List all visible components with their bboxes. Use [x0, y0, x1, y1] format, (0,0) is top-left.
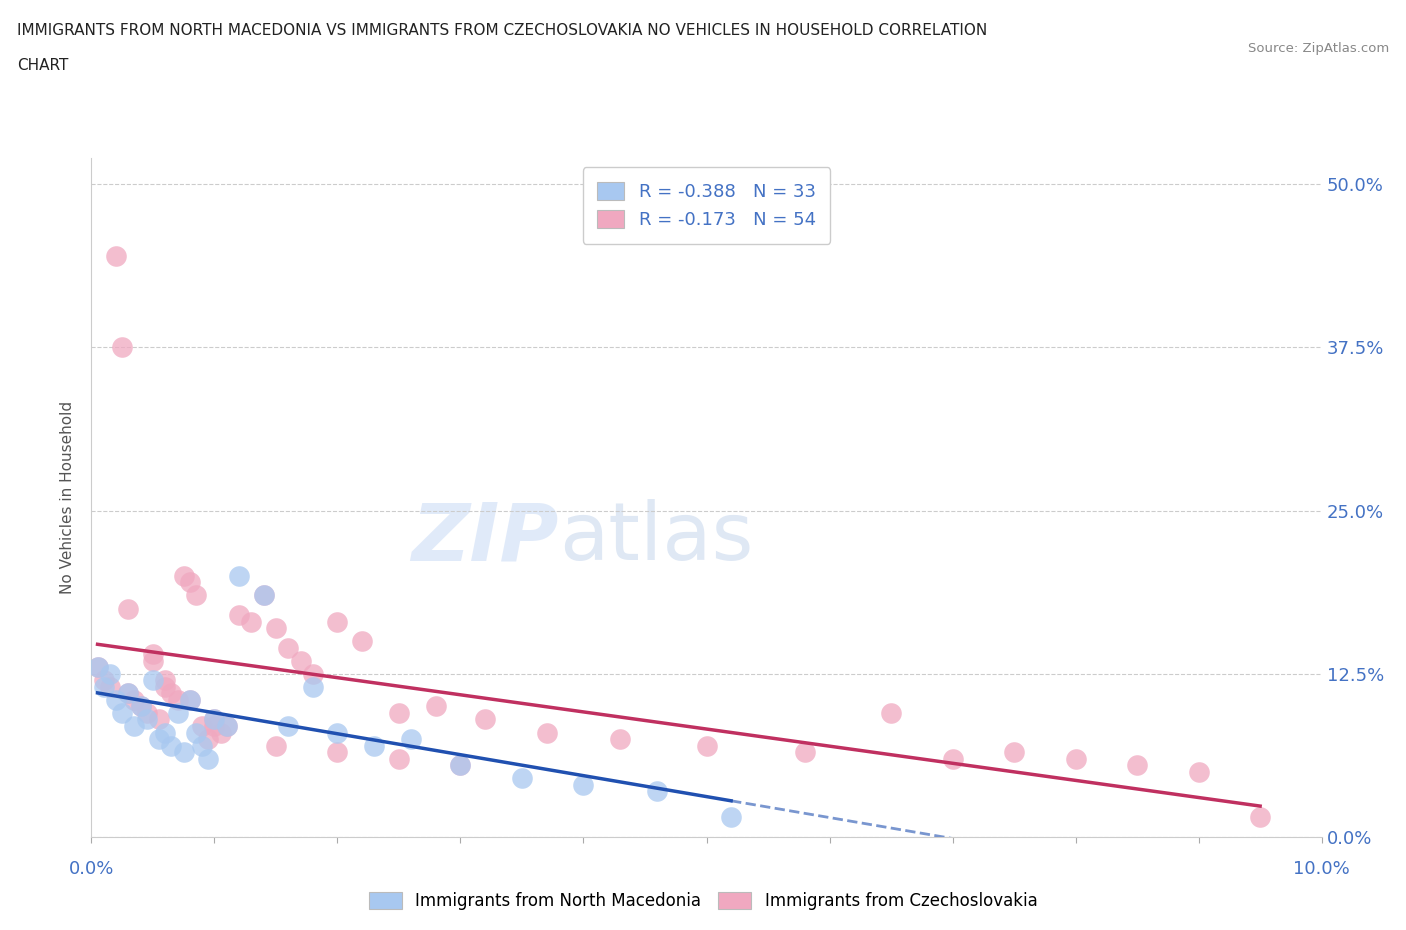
Y-axis label: No Vehicles in Household: No Vehicles in Household	[60, 401, 76, 594]
Point	[202, 712, 225, 727]
Point	[228, 607, 250, 622]
Point	[252, 588, 274, 603]
Point	[179, 693, 201, 708]
Point	[124, 693, 146, 708]
Point	[142, 646, 165, 661]
Point	[1126, 758, 1149, 773]
Point	[572, 777, 595, 792]
Point	[129, 699, 152, 714]
Point	[215, 719, 238, 734]
Point	[93, 680, 115, 695]
Point	[166, 693, 188, 708]
Point	[277, 640, 299, 655]
Point	[277, 719, 299, 734]
Point	[536, 725, 558, 740]
Point	[425, 699, 447, 714]
Point	[695, 738, 717, 753]
Point	[111, 340, 134, 355]
Point	[474, 712, 496, 727]
Point	[197, 751, 219, 766]
Text: Source: ZipAtlas.com: Source: ZipAtlas.com	[1249, 42, 1389, 55]
Point	[388, 751, 411, 766]
Point	[98, 680, 121, 695]
Point	[166, 706, 188, 721]
Point	[449, 758, 471, 773]
Point	[153, 725, 177, 740]
Text: atlas: atlas	[558, 499, 754, 578]
Point	[153, 673, 177, 688]
Point	[228, 568, 250, 583]
Point	[215, 719, 238, 734]
Point	[184, 725, 207, 740]
Point	[191, 719, 214, 734]
Point	[352, 633, 374, 648]
Point	[135, 706, 157, 721]
Point	[609, 732, 631, 747]
Point	[209, 725, 232, 740]
Point	[363, 738, 385, 753]
Point	[301, 680, 323, 695]
Point	[326, 725, 349, 740]
Point	[86, 660, 108, 675]
Point	[148, 712, 170, 727]
Point	[252, 588, 274, 603]
Text: 0.0%: 0.0%	[69, 860, 114, 878]
Point	[173, 745, 195, 760]
Point	[290, 653, 312, 668]
Point	[179, 575, 201, 590]
Point	[720, 810, 742, 825]
Point	[1249, 810, 1271, 825]
Point	[124, 719, 146, 734]
Point	[129, 699, 152, 714]
Point	[264, 738, 287, 753]
Point	[184, 588, 207, 603]
Point	[388, 706, 411, 721]
Point	[179, 693, 201, 708]
Point	[793, 745, 815, 760]
Point	[202, 719, 225, 734]
Point	[399, 732, 422, 747]
Point	[1002, 745, 1025, 760]
Point	[93, 673, 115, 688]
Point	[111, 706, 134, 721]
Point	[1187, 764, 1209, 779]
Text: ZIP: ZIP	[412, 499, 558, 578]
Legend: Immigrants from North Macedonia, Immigrants from Czechoslovakia: Immigrants from North Macedonia, Immigra…	[361, 885, 1045, 917]
Point	[941, 751, 963, 766]
Text: IMMIGRANTS FROM NORTH MACEDONIA VS IMMIGRANTS FROM CZECHOSLOVAKIA NO VEHICLES IN: IMMIGRANTS FROM NORTH MACEDONIA VS IMMIG…	[17, 23, 987, 38]
Point	[117, 601, 139, 616]
Point	[449, 758, 471, 773]
Point	[645, 784, 668, 799]
Text: 10.0%: 10.0%	[1294, 860, 1350, 878]
Point	[117, 686, 139, 701]
Point	[160, 686, 183, 701]
Point	[86, 660, 108, 675]
Point	[191, 738, 214, 753]
Point	[173, 568, 195, 583]
Point	[1064, 751, 1087, 766]
Point	[142, 673, 165, 688]
Point	[160, 738, 183, 753]
Point	[326, 745, 349, 760]
Point	[142, 653, 165, 668]
Text: CHART: CHART	[17, 58, 69, 73]
Point	[301, 667, 323, 682]
Point	[98, 667, 121, 682]
Point	[153, 680, 177, 695]
Point	[880, 706, 903, 721]
Point	[264, 620, 287, 635]
Point	[117, 686, 139, 701]
Point	[240, 614, 263, 629]
Point	[326, 614, 349, 629]
Point	[105, 248, 127, 263]
Point	[148, 732, 170, 747]
Point	[510, 771, 533, 786]
Point	[105, 693, 127, 708]
Legend: R = -0.388   N = 33, R = -0.173   N = 54: R = -0.388 N = 33, R = -0.173 N = 54	[582, 167, 831, 244]
Point	[135, 712, 157, 727]
Point	[197, 732, 219, 747]
Point	[202, 712, 225, 727]
